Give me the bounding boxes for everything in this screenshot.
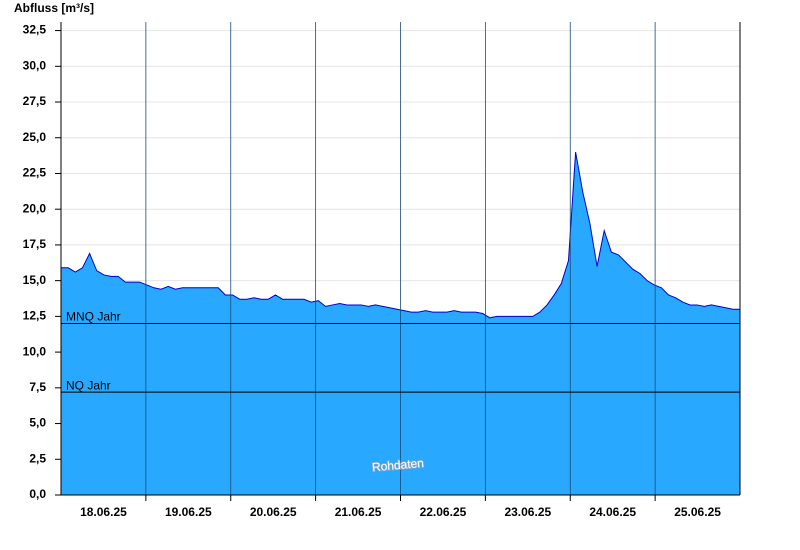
y-tick-label: 5,0 bbox=[29, 416, 46, 430]
y-tick-label: 30,0 bbox=[23, 58, 47, 72]
y-tick-label: 10,0 bbox=[23, 344, 47, 358]
y-tick-label: 22,5 bbox=[23, 166, 47, 180]
x-tick-label: 25.06.25 bbox=[674, 505, 721, 519]
y-tick-label: 0,0 bbox=[29, 487, 46, 501]
x-tick-label: 21.06.25 bbox=[335, 505, 382, 519]
x-tick-label: 20.06.25 bbox=[250, 505, 297, 519]
reference-label: NQ Jahr bbox=[66, 378, 111, 392]
y-tick-label: 32,5 bbox=[23, 23, 47, 37]
x-tick-label: 18.06.25 bbox=[80, 505, 127, 519]
y-tick-label: 7,5 bbox=[29, 380, 46, 394]
x-tick-label: 19.06.25 bbox=[165, 505, 212, 519]
y-tick-label: 2,5 bbox=[29, 451, 46, 465]
chart-title: Abfluss [m³/s] bbox=[14, 1, 94, 15]
watermark: Rohdaten bbox=[371, 456, 424, 474]
y-tick-label: 27,5 bbox=[23, 94, 47, 108]
x-tick-label: 24.06.25 bbox=[589, 505, 636, 519]
y-tick-label: 12,5 bbox=[23, 309, 47, 323]
y-tick-label: 20,0 bbox=[23, 201, 47, 215]
y-tick-label: 17,5 bbox=[23, 237, 47, 251]
y-tick-label: 25,0 bbox=[23, 130, 47, 144]
reference-label: MNQ Jahr bbox=[66, 310, 121, 324]
y-tick-label: 15,0 bbox=[23, 273, 47, 287]
x-tick-label: 22.06.25 bbox=[420, 505, 467, 519]
x-tick-label: 23.06.25 bbox=[504, 505, 551, 519]
